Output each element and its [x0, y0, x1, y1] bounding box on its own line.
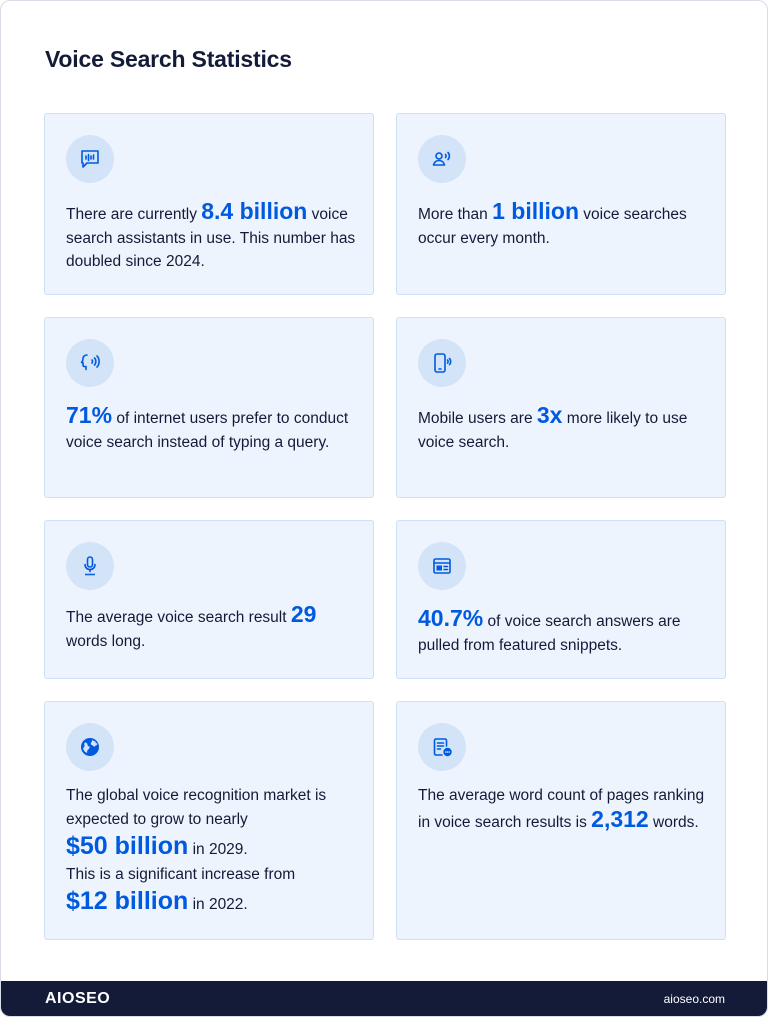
stat-prefix: More than	[418, 206, 493, 223]
stat-card-monthly-searches: More than 1 billion voice searches occur…	[396, 113, 726, 295]
stat-value: 3x	[536, 402, 563, 428]
stat-value-2022: $12 billion	[66, 887, 189, 915]
stat-line-2: $50 billion in 2029.	[66, 832, 359, 862]
stat-text: 40.7% of voice search answers are pulled…	[418, 607, 711, 657]
stat-card-result-length: The average voice search result 29 words…	[44, 520, 374, 679]
stat-value-2029: $50 billion	[66, 832, 189, 860]
stat-line-1: The global voice recognition market is e…	[66, 787, 327, 828]
footer: AIOSEO aioseo.com	[1, 981, 767, 1016]
globe-icon	[66, 723, 114, 771]
stat-suffix: in 2022.	[188, 896, 248, 913]
stat-suffix: words.	[648, 813, 699, 831]
stat-text: The global voice recognition market is e…	[66, 784, 359, 917]
stat-prefix: There are currently	[66, 206, 202, 223]
stat-suffix: of voice search answers are pulled from …	[418, 613, 681, 654]
stat-card-assistants: There are currently 8.4 billion voice se…	[44, 113, 374, 295]
stat-value: 71%	[66, 402, 113, 428]
stat-text: Mobile users are 3x more likely to use v…	[418, 404, 711, 454]
stat-text: More than 1 billion voice searches occur…	[418, 200, 711, 250]
site-url: aioseo.com	[663, 992, 725, 1006]
stat-suffix: more likely to use voice search.	[418, 410, 688, 451]
stat-prefix: Mobile users are	[418, 410, 537, 427]
stat-value: 2,312	[591, 805, 649, 832]
chat-audio-waveform-icon	[66, 135, 114, 183]
stat-line-3: This is a significant increase from	[66, 865, 296, 883]
mobile-phone-sound-icon	[418, 339, 466, 387]
stat-value: 8.4 billion	[201, 198, 308, 224]
microphone-icon	[66, 542, 114, 590]
stat-suffix: voice search assistants in use. This num…	[66, 206, 356, 270]
stat-card-word-count: The average word count of pages ranking …	[396, 701, 726, 940]
stat-suffix: in 2029.	[188, 841, 248, 858]
stat-line-4: $12 billion in 2022.	[66, 887, 359, 917]
stat-value: 29	[290, 601, 317, 627]
stat-suffix: words long.	[66, 632, 146, 650]
stat-prefix: The average voice search result	[66, 609, 291, 626]
stat-card-preference: 71% of internet users prefer to conduct …	[44, 317, 374, 498]
stat-text: 71% of internet users prefer to conduct …	[66, 404, 359, 454]
stat-suffix: voice searches occur every month.	[418, 206, 687, 247]
stat-text: The average word count of pages ranking …	[418, 784, 711, 834]
stat-prefix: The average word count of pages ranking …	[418, 787, 705, 831]
stat-text: There are currently 8.4 billion voice se…	[66, 200, 359, 274]
stat-value: 1 billion	[492, 198, 579, 224]
document-chat-icon	[418, 723, 466, 771]
browser-window-icon	[418, 542, 466, 590]
stat-suffix: of internet users prefer to conduct voic…	[66, 410, 349, 451]
user-speaking-icon	[418, 135, 466, 183]
stat-text: The average voice search result 29 words…	[66, 603, 359, 653]
stat-card-featured-snippets: 40.7% of voice search answers are pulled…	[396, 520, 726, 679]
speaking-head-icon	[66, 339, 114, 387]
logo-text: AIOSEO	[45, 990, 111, 1007]
stat-card-mobile: Mobile users are 3x more likely to use v…	[396, 317, 726, 498]
stat-value: 40.7%	[418, 605, 484, 631]
aioseo-logo: AIOSEO	[45, 990, 110, 1008]
page-title: Voice Search Statistics	[45, 46, 292, 72]
stat-card-market-growth: The global voice recognition market is e…	[44, 701, 374, 940]
